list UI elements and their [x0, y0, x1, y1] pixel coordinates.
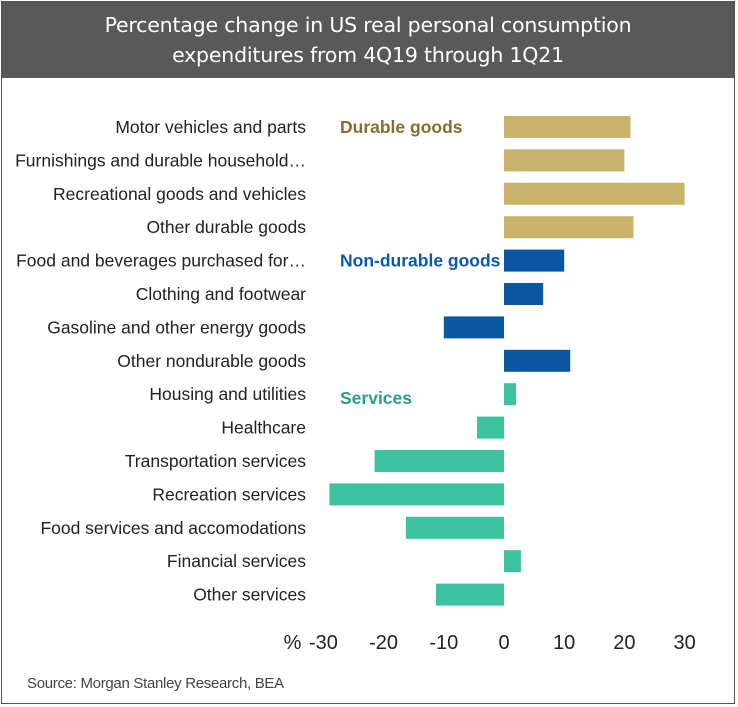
bar: [504, 182, 685, 205]
category-label: Housing and utilities: [149, 384, 306, 404]
category-label: Healthcare: [221, 418, 306, 438]
x-tick-label: 10: [553, 632, 575, 654]
category-label: Recreational goods and vehicles: [53, 184, 306, 204]
bar: [504, 349, 571, 372]
bar: [504, 216, 634, 239]
bar: [435, 583, 504, 606]
bar: [443, 316, 504, 339]
bar: [504, 249, 565, 272]
bar: [405, 516, 504, 539]
category-label: Motor vehicles and parts: [115, 117, 306, 137]
source-note: Source: Morgan Stanley Research, BEA: [27, 675, 284, 692]
bar: [476, 416, 504, 439]
chart-title-line-2: expenditures from 4Q19 through 1Q21: [172, 43, 564, 67]
category-label: Furnishings and durable household…: [15, 150, 306, 170]
category-label: Recreation services: [152, 484, 306, 504]
bars: [329, 116, 685, 606]
x-tick-label: 20: [613, 632, 635, 654]
category-label: Food services and accomodations: [40, 518, 306, 538]
x-axis-unit-label: %: [284, 632, 302, 654]
x-tick-label: 30: [673, 632, 695, 654]
bar: [504, 116, 631, 138]
category-label: Other services: [193, 585, 306, 605]
bar: [374, 450, 504, 472]
x-tick-label: -30: [309, 632, 338, 654]
x-tick-label: -10: [429, 632, 458, 654]
group-label: Durable goods: [340, 117, 463, 137]
x-axis-ticks: -30 -20 -10 0 10 20 30%: [284, 632, 696, 654]
category-label: Clothing and footwear: [136, 284, 306, 304]
group-label: Non-durable goods: [340, 251, 501, 271]
category-label: Other durable goods: [146, 217, 306, 237]
category-label: Gasoline and other energy goods: [47, 317, 306, 337]
bar: [329, 483, 504, 506]
x-tick-label: 0: [498, 632, 509, 654]
chart-title-line-1: Percentage change in US real personal co…: [104, 13, 632, 37]
category-label: Other nondurable goods: [117, 351, 306, 371]
category-label: Financial services: [167, 551, 306, 571]
bar: [504, 550, 521, 573]
chart-title-bar: Percentage change in US real personal co…: [2, 2, 734, 78]
bar: [504, 383, 517, 406]
group-label: Services: [340, 388, 412, 408]
category-label: Food and beverages purchased for…: [16, 251, 306, 271]
bar: [504, 149, 625, 172]
bar: [504, 283, 544, 305]
category-label: Transportation services: [125, 451, 306, 471]
x-tick-label: -20: [369, 632, 398, 654]
group-labels: Durable goods Non-durable goods Services: [340, 117, 501, 408]
category-labels: Motor vehicles and parts Furnishings and …: [15, 117, 306, 605]
